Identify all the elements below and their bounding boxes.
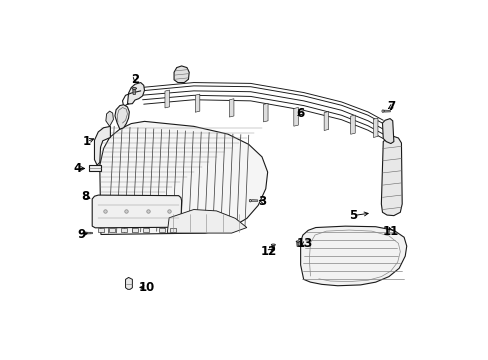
Polygon shape (350, 115, 354, 134)
Polygon shape (98, 228, 104, 232)
Polygon shape (195, 94, 200, 112)
Text: 8: 8 (81, 190, 89, 203)
Polygon shape (158, 228, 164, 232)
Polygon shape (271, 246, 274, 250)
Polygon shape (105, 111, 113, 126)
Polygon shape (121, 228, 126, 232)
Polygon shape (132, 90, 136, 94)
Polygon shape (109, 228, 115, 232)
Text: 1: 1 (82, 135, 91, 148)
Text: 13: 13 (296, 237, 312, 250)
Text: 10: 10 (138, 281, 154, 294)
Polygon shape (373, 118, 377, 138)
Text: 5: 5 (348, 209, 356, 222)
Polygon shape (296, 242, 299, 246)
Ellipse shape (249, 199, 251, 202)
Text: 3: 3 (257, 195, 265, 208)
Ellipse shape (296, 241, 299, 242)
Polygon shape (132, 228, 138, 232)
Polygon shape (324, 112, 328, 131)
Polygon shape (382, 118, 393, 144)
Text: 4: 4 (74, 162, 82, 175)
Bar (89, 165, 101, 171)
Ellipse shape (381, 110, 383, 112)
Polygon shape (94, 126, 110, 165)
Text: 2: 2 (131, 73, 139, 86)
Polygon shape (115, 105, 129, 129)
Polygon shape (100, 121, 267, 234)
Ellipse shape (132, 87, 136, 89)
Polygon shape (87, 232, 92, 234)
Polygon shape (143, 228, 149, 232)
Text: 6: 6 (295, 107, 304, 120)
Text: 11: 11 (382, 225, 398, 238)
Polygon shape (164, 90, 169, 108)
Polygon shape (125, 278, 132, 289)
Polygon shape (300, 226, 406, 286)
Ellipse shape (271, 244, 275, 246)
Polygon shape (381, 136, 401, 216)
Polygon shape (251, 200, 257, 202)
Ellipse shape (85, 232, 87, 234)
Polygon shape (263, 103, 267, 122)
Polygon shape (384, 110, 389, 112)
Polygon shape (127, 82, 144, 104)
Polygon shape (293, 107, 298, 126)
Text: 7: 7 (386, 100, 394, 113)
Polygon shape (229, 99, 233, 117)
Polygon shape (169, 228, 176, 232)
Polygon shape (92, 195, 181, 228)
Polygon shape (167, 210, 246, 233)
Text: 9: 9 (77, 228, 85, 241)
Polygon shape (174, 66, 189, 82)
Text: 12: 12 (260, 245, 276, 258)
